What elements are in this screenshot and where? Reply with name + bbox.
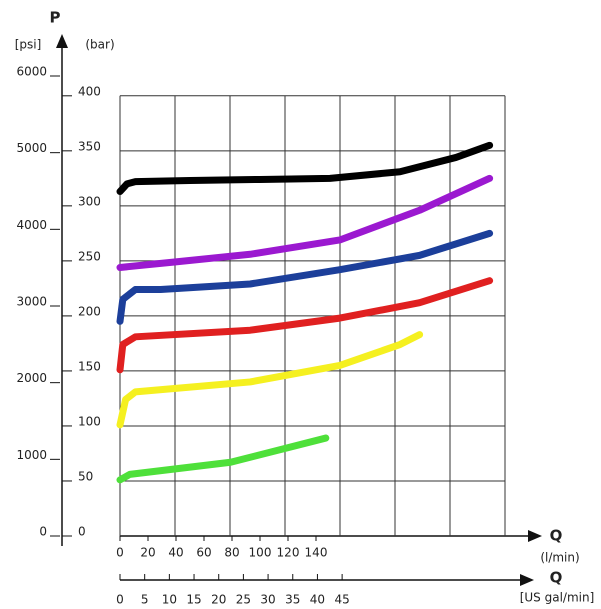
y-tick-label: 350 <box>78 139 101 153</box>
series-line <box>116 141 494 196</box>
x2-tick-label: 30 <box>260 593 275 607</box>
x2-tick-label: 0 <box>116 593 124 607</box>
x-arrow <box>528 530 542 542</box>
x-unit: (l/min) <box>540 551 579 565</box>
series-line <box>116 331 424 429</box>
x2-tick-label: 35 <box>285 593 300 607</box>
y-tick-label: 150 <box>78 359 101 373</box>
x2-tick-label: 15 <box>186 593 201 607</box>
x2-unit: [US gal/min] <box>520 591 595 605</box>
series-line <box>116 434 330 484</box>
x2-tick-label: 40 <box>310 593 325 607</box>
y-tick-label: 200 <box>78 304 101 318</box>
y2-tick-label: 0 <box>39 525 47 539</box>
y2-tick-label: 6000 <box>16 65 47 79</box>
y-tick-label: 100 <box>78 414 101 428</box>
y2-tick-label: 2000 <box>16 371 47 385</box>
series-line <box>116 229 494 325</box>
y2-tick-label: 5000 <box>16 141 47 155</box>
x2-axis-label: Q <box>550 569 563 587</box>
y-tick-label: 0 <box>78 525 86 539</box>
x-tick-label: 80 <box>224 546 239 560</box>
x2-tick-label: 20 <box>211 593 226 607</box>
y2-tick-label: 4000 <box>16 218 47 232</box>
x-tick-label: 120 <box>277 546 300 560</box>
x-tick-label: 60 <box>196 546 211 560</box>
y-arrow <box>56 34 68 48</box>
series-line <box>116 174 494 271</box>
x2-tick-label: 25 <box>236 593 251 607</box>
x-axis-label: Q <box>550 527 563 545</box>
series-line <box>116 277 494 374</box>
y-unit: (bar) <box>85 38 114 52</box>
x-tick-label: 100 <box>249 546 272 560</box>
x2-tick-label: 10 <box>162 593 177 607</box>
y-axis-label: P <box>50 9 61 27</box>
x-tick-label: 20 <box>140 546 155 560</box>
y2-unit: [psi] <box>15 38 42 52</box>
x2-tick-label: 5 <box>141 593 149 607</box>
x2-arrow <box>520 574 534 586</box>
x2-tick-label: 45 <box>334 593 349 607</box>
y-tick-label: 250 <box>78 249 101 263</box>
x-tick-label: 0 <box>116 546 124 560</box>
y-tick-label: 400 <box>78 84 101 98</box>
y-tick-label: 50 <box>78 469 93 483</box>
x-tick-label: 40 <box>168 546 183 560</box>
x-tick-label: 140 <box>305 546 328 560</box>
y2-tick-label: 3000 <box>16 295 47 309</box>
y-tick-label: 300 <box>78 194 101 208</box>
y2-tick-label: 1000 <box>16 448 47 462</box>
